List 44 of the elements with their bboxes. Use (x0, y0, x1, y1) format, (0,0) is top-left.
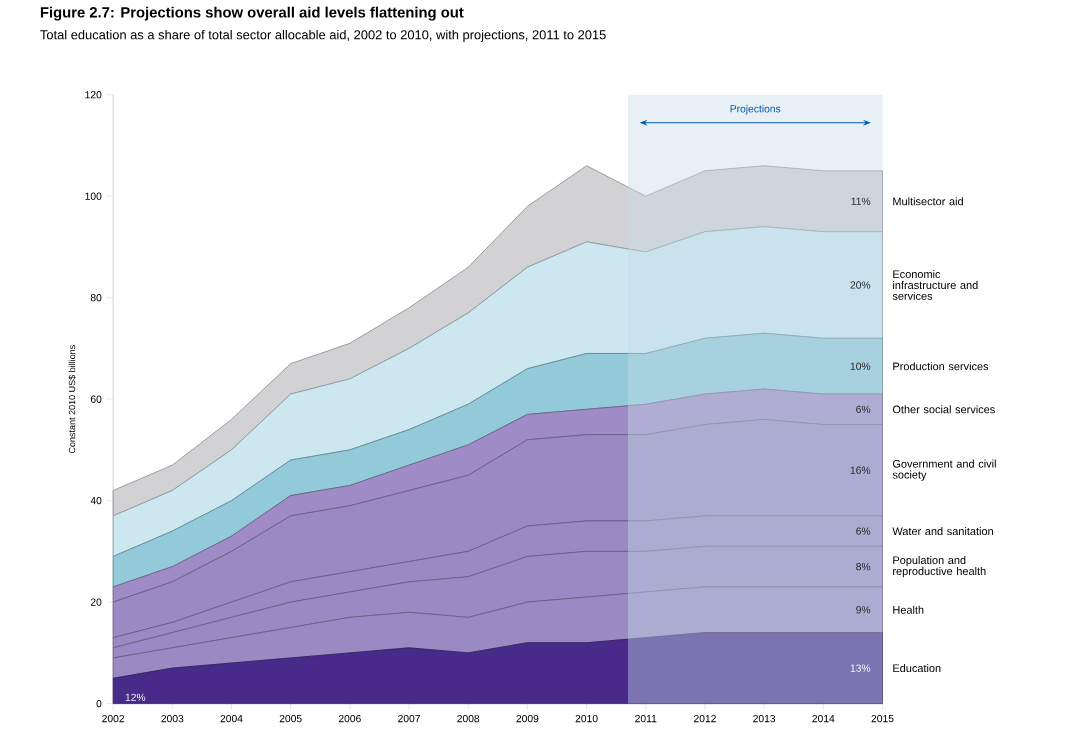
annotation: 9% (856, 606, 871, 614)
chart-title: Figure 2.7: Projections show overall aid levels flattening out (40, 6, 464, 21)
x-tick-label: 2006 (338, 715, 361, 723)
series-label: Other social services (892, 405, 995, 414)
x-tick-label: 2009 (516, 715, 539, 723)
x-tick-label: 2010 (575, 715, 598, 723)
series-label: Population and reproductive health (893, 556, 986, 578)
series-label: Education (893, 664, 941, 673)
x-tick-label: 2011 (635, 715, 657, 723)
series-label: Water and sanitation (892, 527, 993, 536)
annotation: 11% (851, 197, 871, 206)
annotation: 20% (850, 281, 871, 289)
y-tick-label: 0 (96, 700, 102, 708)
series-label: Government and civil society (892, 459, 996, 481)
x-tick-label: 2013 (753, 715, 776, 723)
x-tick-label: 2007 (398, 715, 420, 723)
y-tick-label: 80 (90, 294, 102, 302)
x-tick-label: 2014 (812, 715, 835, 723)
series-label: Multisector aid (893, 197, 963, 206)
chart-subtitle: Total education as a share of total sector allocable aid, 2002 to 2010, with projections, 2011 to 2015 (40, 30, 606, 43)
y-axis-title: Constant 2010 US$ billions (68, 345, 76, 454)
x-tick-label: 2005 (279, 715, 302, 723)
band-label: Projections (730, 105, 781, 115)
x-tick-label: 2004 (220, 715, 243, 723)
x-tick-label: 2003 (161, 715, 184, 723)
x-tick-label: 2012 (693, 715, 716, 723)
annotation: 13% (850, 664, 871, 672)
y-tick-label: 120 (85, 91, 102, 99)
x-tick-label: 2002 (102, 715, 125, 723)
series-label: Economic infrastructure and services (892, 270, 978, 301)
y-tick-label: 100 (85, 192, 102, 201)
series-label: Health (893, 605, 924, 614)
x-tick-label: 2008 (457, 715, 480, 723)
x-tick-label: 2015 (871, 715, 894, 723)
y-tick-label: 60 (90, 395, 102, 404)
annotation: 10% (850, 362, 871, 371)
annotation: 8% (856, 563, 871, 571)
annotation: 12% (125, 693, 146, 702)
y-tick-label: 20 (90, 598, 102, 606)
y-tick-label: 40 (90, 497, 102, 505)
series-label: Production services (893, 362, 989, 371)
annotation: 6% (856, 405, 871, 414)
annotation: 16% (850, 466, 871, 475)
annotation: 6% (856, 527, 871, 535)
